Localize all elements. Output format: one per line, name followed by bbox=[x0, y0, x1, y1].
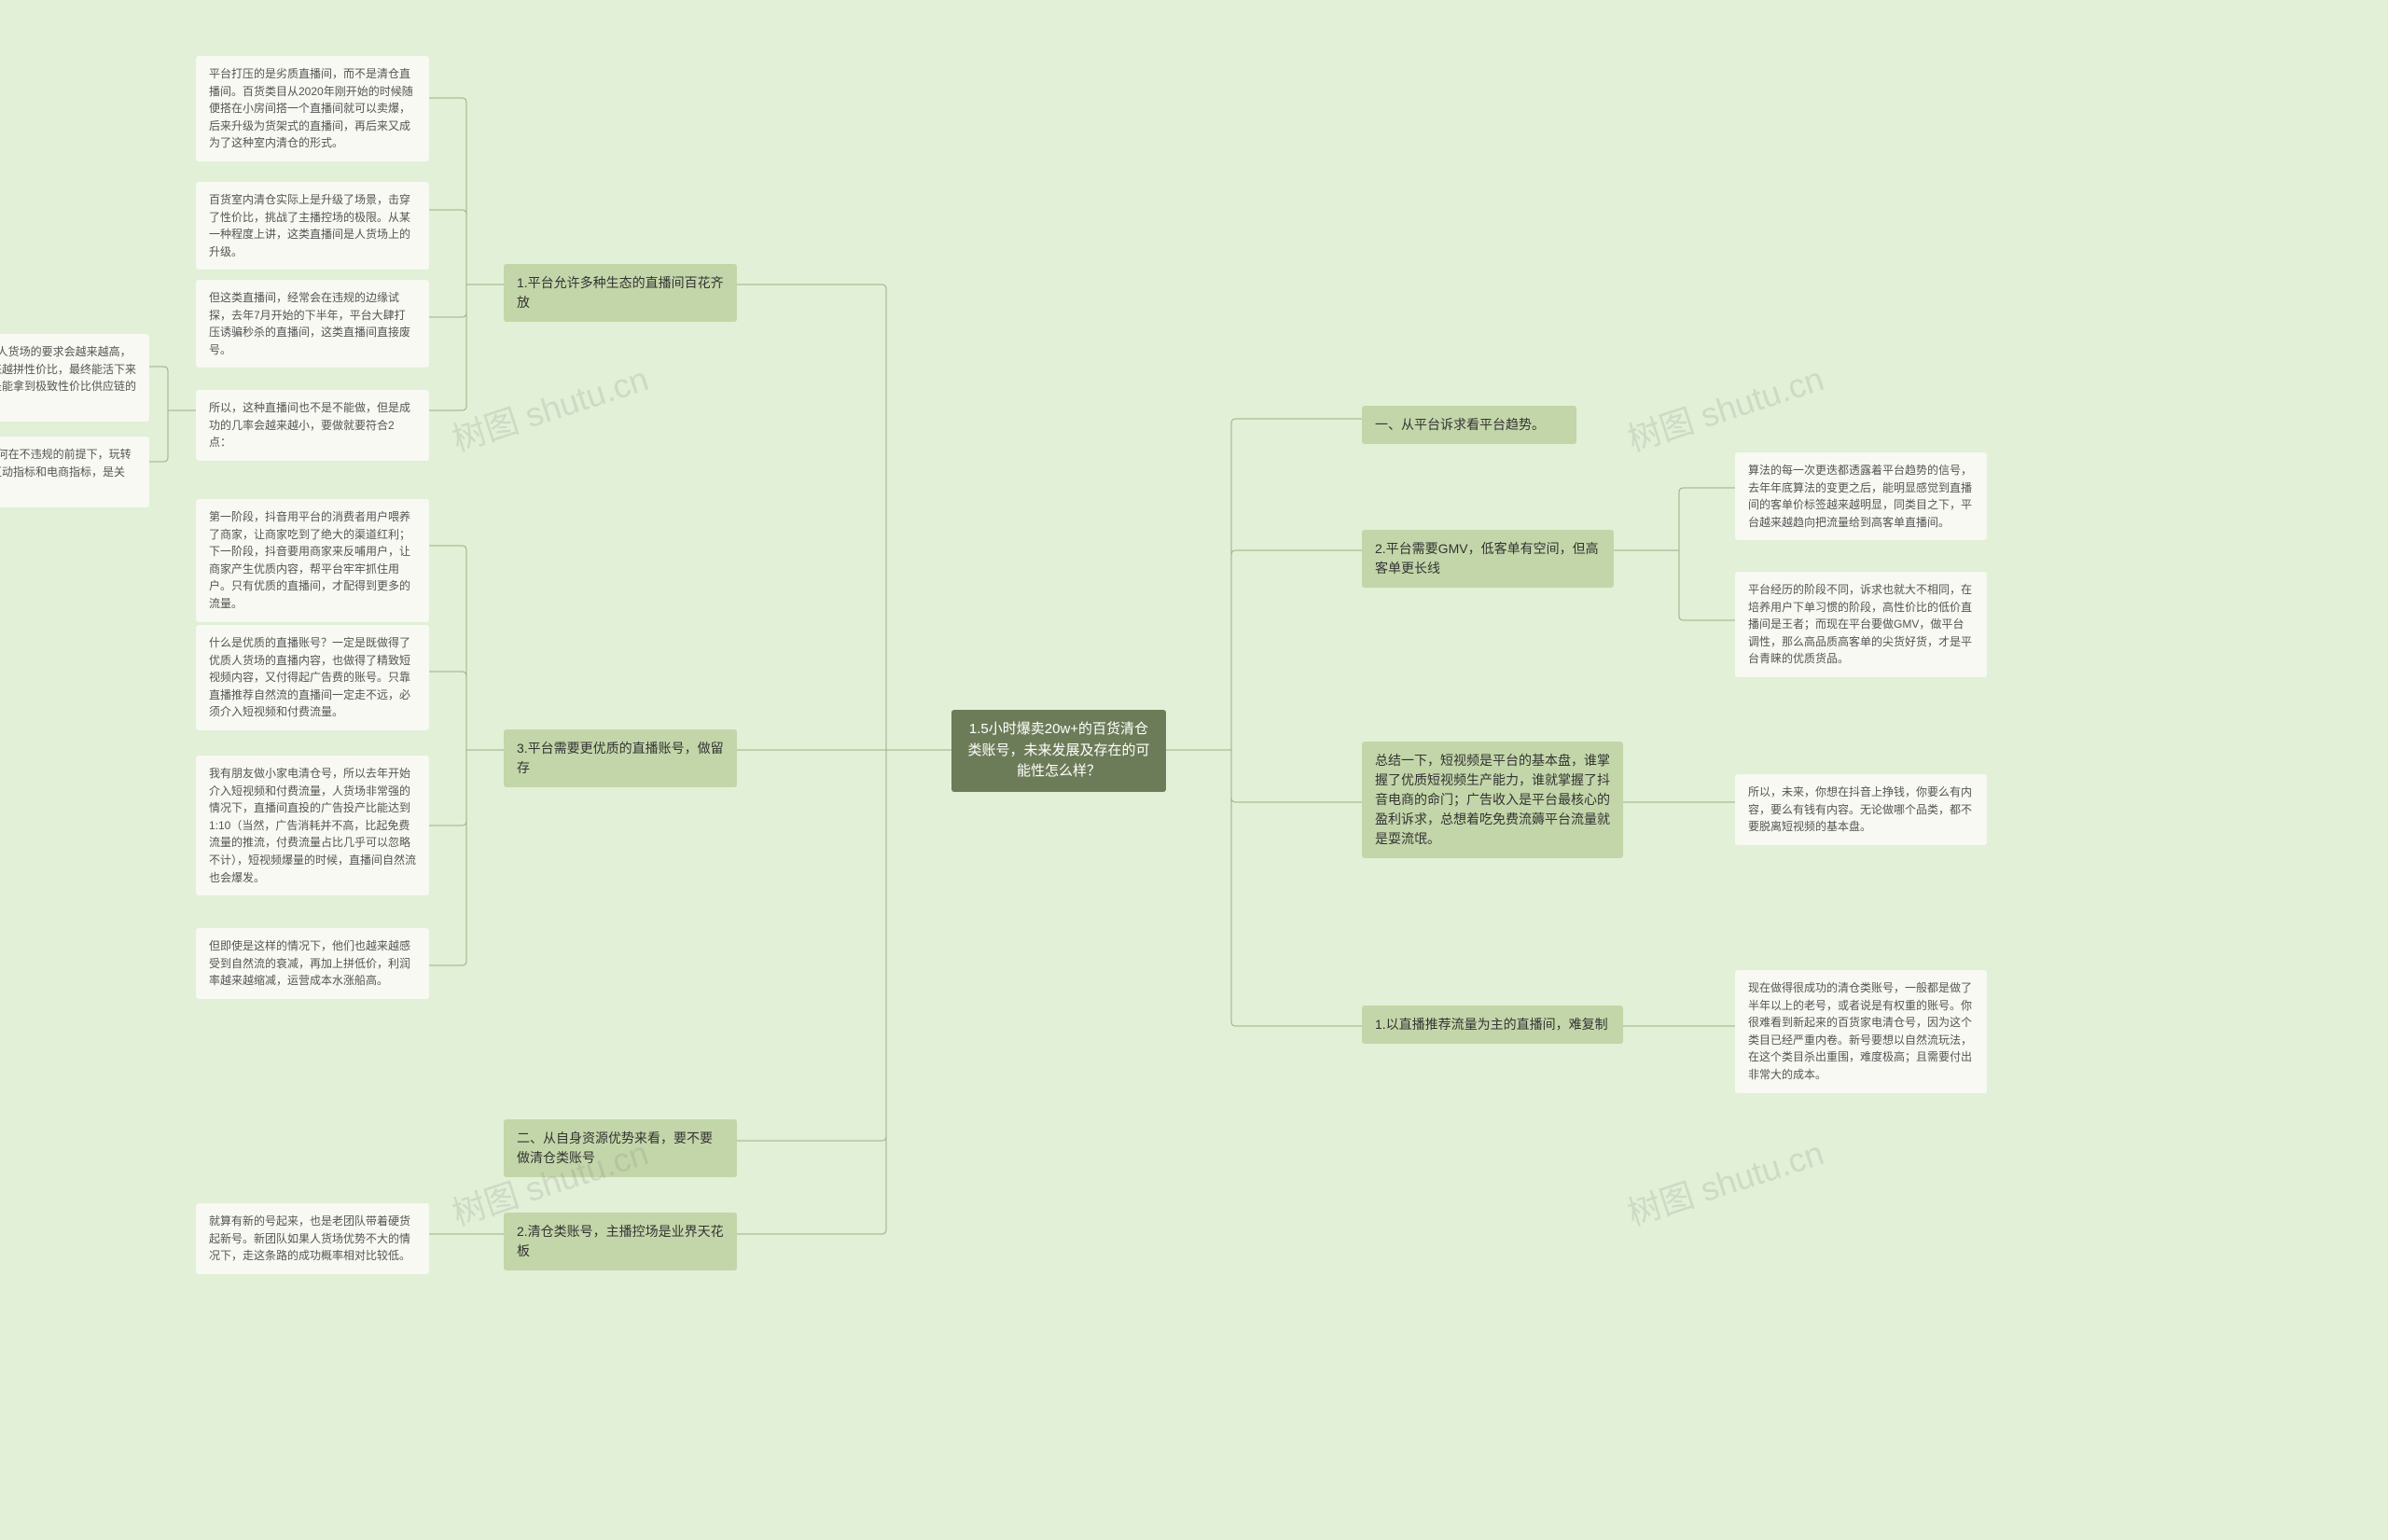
branch-l4-text: 二、从自身资源优势来看，要不要做清仓类账号 bbox=[517, 1131, 713, 1165]
leaf-r2b-text: 平台经历的阶段不同，诉求也就大不相同，在培养用户下单习惯的阶段，高性价比的低价直… bbox=[1748, 583, 1972, 665]
leaf-l1b: 百货室内清仓实际上是升级了场景，击穿了性价比，挑战了主播控场的极限。从某一种程度… bbox=[196, 182, 429, 270]
leaf-l3d: 但即使是这样的情况下，他们也越来越感受到自然流的衰减，再加上拼低价，利润率越来越… bbox=[196, 928, 429, 999]
branch-r4-text: 1.以直播推荐流量为主的直播间，难复制 bbox=[1375, 1017, 1608, 1032]
branch-l5: 2.清仓类账号，主播控场是业界天花板 bbox=[504, 1213, 737, 1270]
leaf-l1d: 所以，这种直播间也不是不能做，但是成功的几率会越来越小，要做就要符合2点： bbox=[196, 390, 429, 461]
branch-l1: 1.平台允许多种生态的直播间百花齐放 bbox=[504, 264, 737, 322]
leaf-l3c: 我有朋友做小家电清仓号，所以去年开始介入短视频和付费流量，人货场非常强的情况下，… bbox=[196, 756, 429, 895]
branch-l4: 二、从自身资源优势来看，要不要做清仓类账号 bbox=[504, 1119, 737, 1177]
branch-r2: 2.平台需要GMV，低客单有空间，但高客单更长线 bbox=[1362, 530, 1614, 588]
leaf-r3: 所以，未来，你想在抖音上挣钱，你要么有内容，要么有钱有内容。无论做哪个品类，都不… bbox=[1735, 774, 1987, 845]
leaf-l3b: 什么是优质的直播账号？一定是既做得了优质人货场的直播内容，也做得了精致短视频内容… bbox=[196, 625, 429, 730]
subleaf-l1d2: （2）如何在不违规的前提下，玩转直播间互动指标和电商指标，是关键。 bbox=[0, 437, 149, 507]
leaf-r4-text: 现在做得很成功的清仓类账号，一般都是做了半年以上的老号，或者说是有权重的账号。你… bbox=[1748, 981, 1972, 1081]
watermark: 树图 shutu.cn bbox=[1620, 353, 1828, 462]
leaf-r3-text: 所以，未来，你想在抖音上挣钱，你要么有内容，要么有钱有内容。无论做哪个品类，都不… bbox=[1748, 785, 1972, 833]
leaf-l1c: 但这类直播间，经常会在违规的边缘试探，去年7月开始的下半年，平台大肆打压诱骗秒杀… bbox=[196, 280, 429, 368]
leaf-l3c-text: 我有朋友做小家电清仓号，所以去年开始介入短视频和付费流量，人货场非常强的情况下，… bbox=[209, 767, 416, 884]
leaf-l3a-text: 第一阶段，抖音用平台的消费者用户喂养了商家，让商家吃到了绝大的渠道红利；下一阶段… bbox=[209, 510, 410, 610]
subleaf-l1d1-text: （1）对人货场的要求会越来越高，货品越来越拼性价比，最终能活下来的必定是能拿到极… bbox=[0, 345, 136, 410]
subleaf-l1d2-text: （2）如何在不违规的前提下，玩转直播间互动指标和电商指标，是关键。 bbox=[0, 448, 132, 495]
watermark: 树图 shutu.cn bbox=[445, 353, 653, 462]
watermark: 树图 shutu.cn bbox=[1620, 1127, 1828, 1236]
subleaf-l1d1: （1）对人货场的要求会越来越高，货品越来越拼性价比，最终能活下来的必定是能拿到极… bbox=[0, 334, 149, 422]
leaf-r2a: 算法的每一次更迭都透露着平台趋势的信号，去年年底算法的变更之后，能明显感觉到直播… bbox=[1735, 452, 1987, 540]
branch-r1: 一、从平台诉求看平台趋势。 bbox=[1362, 406, 1576, 444]
leaf-l1a-text: 平台打压的是劣质直播间，而不是清仓直播间。百货类目从2020年刚开始的时候随便搭… bbox=[209, 67, 413, 149]
leaf-l5-text: 就算有新的号起来，也是老团队带着硬货起新号。新团队如果人货场优势不大的情况下，走… bbox=[209, 1214, 410, 1262]
branch-l1-text: 1.平台允许多种生态的直播间百花齐放 bbox=[517, 275, 724, 310]
leaf-l3d-text: 但即使是这样的情况下，他们也越来越感受到自然流的衰减，再加上拼低价，利润率越来越… bbox=[209, 939, 410, 987]
leaf-l3b-text: 什么是优质的直播账号？一定是既做得了优质人货场的直播内容，也做得了精致短视频内容… bbox=[209, 636, 410, 718]
branch-l5-text: 2.清仓类账号，主播控场是业界天花板 bbox=[517, 1224, 724, 1258]
leaf-l3a: 第一阶段，抖音用平台的消费者用户喂养了商家，让商家吃到了绝大的渠道红利；下一阶段… bbox=[196, 499, 429, 622]
leaf-r2a-text: 算法的每一次更迭都透露着平台趋势的信号，去年年底算法的变更之后，能明显感觉到直播… bbox=[1748, 464, 1972, 529]
branch-l3: 3.平台需要更优质的直播账号，做留存 bbox=[504, 729, 737, 787]
center-node: 1.5小时爆卖20w+的百货清仓类账号，未来发展及存在的可能性怎么样？ bbox=[951, 710, 1166, 792]
branch-r4: 1.以直播推荐流量为主的直播间，难复制 bbox=[1362, 1006, 1623, 1044]
leaf-l5: 就算有新的号起来，也是老团队带着硬货起新号。新团队如果人货场优势不大的情况下，走… bbox=[196, 1203, 429, 1274]
branch-r3: 总结一下，短视频是平台的基本盘，谁掌握了优质短视频生产能力，谁就掌握了抖音电商的… bbox=[1362, 742, 1623, 858]
branch-r3-text: 总结一下，短视频是平台的基本盘，谁掌握了优质短视频生产能力，谁就掌握了抖音电商的… bbox=[1375, 753, 1610, 846]
branch-r2-text: 2.平台需要GMV，低客单有空间，但高客单更长线 bbox=[1375, 541, 1599, 576]
leaf-l1c-text: 但这类直播间，经常会在违规的边缘试探，去年7月开始的下半年，平台大肆打压诱骗秒杀… bbox=[209, 291, 410, 356]
leaf-l1d-text: 所以，这种直播间也不是不能做，但是成功的几率会越来越小，要做就要符合2点： bbox=[209, 401, 410, 449]
branch-l3-text: 3.平台需要更优质的直播账号，做留存 bbox=[517, 741, 724, 775]
branch-r1-text: 一、从平台诉求看平台趋势。 bbox=[1375, 417, 1545, 432]
center-text: 1.5小时爆卖20w+的百货清仓类账号，未来发展及存在的可能性怎么样？ bbox=[967, 721, 1149, 779]
leaf-l1b-text: 百货室内清仓实际上是升级了场景，击穿了性价比，挑战了主播控场的极限。从某一种程度… bbox=[209, 193, 410, 258]
leaf-r2b: 平台经历的阶段不同，诉求也就大不相同，在培养用户下单习惯的阶段，高性价比的低价直… bbox=[1735, 572, 1987, 677]
leaf-r4: 现在做得很成功的清仓类账号，一般都是做了半年以上的老号，或者说是有权重的账号。你… bbox=[1735, 970, 1987, 1093]
leaf-l1a: 平台打压的是劣质直播间，而不是清仓直播间。百货类目从2020年刚开始的时候随便搭… bbox=[196, 56, 429, 161]
